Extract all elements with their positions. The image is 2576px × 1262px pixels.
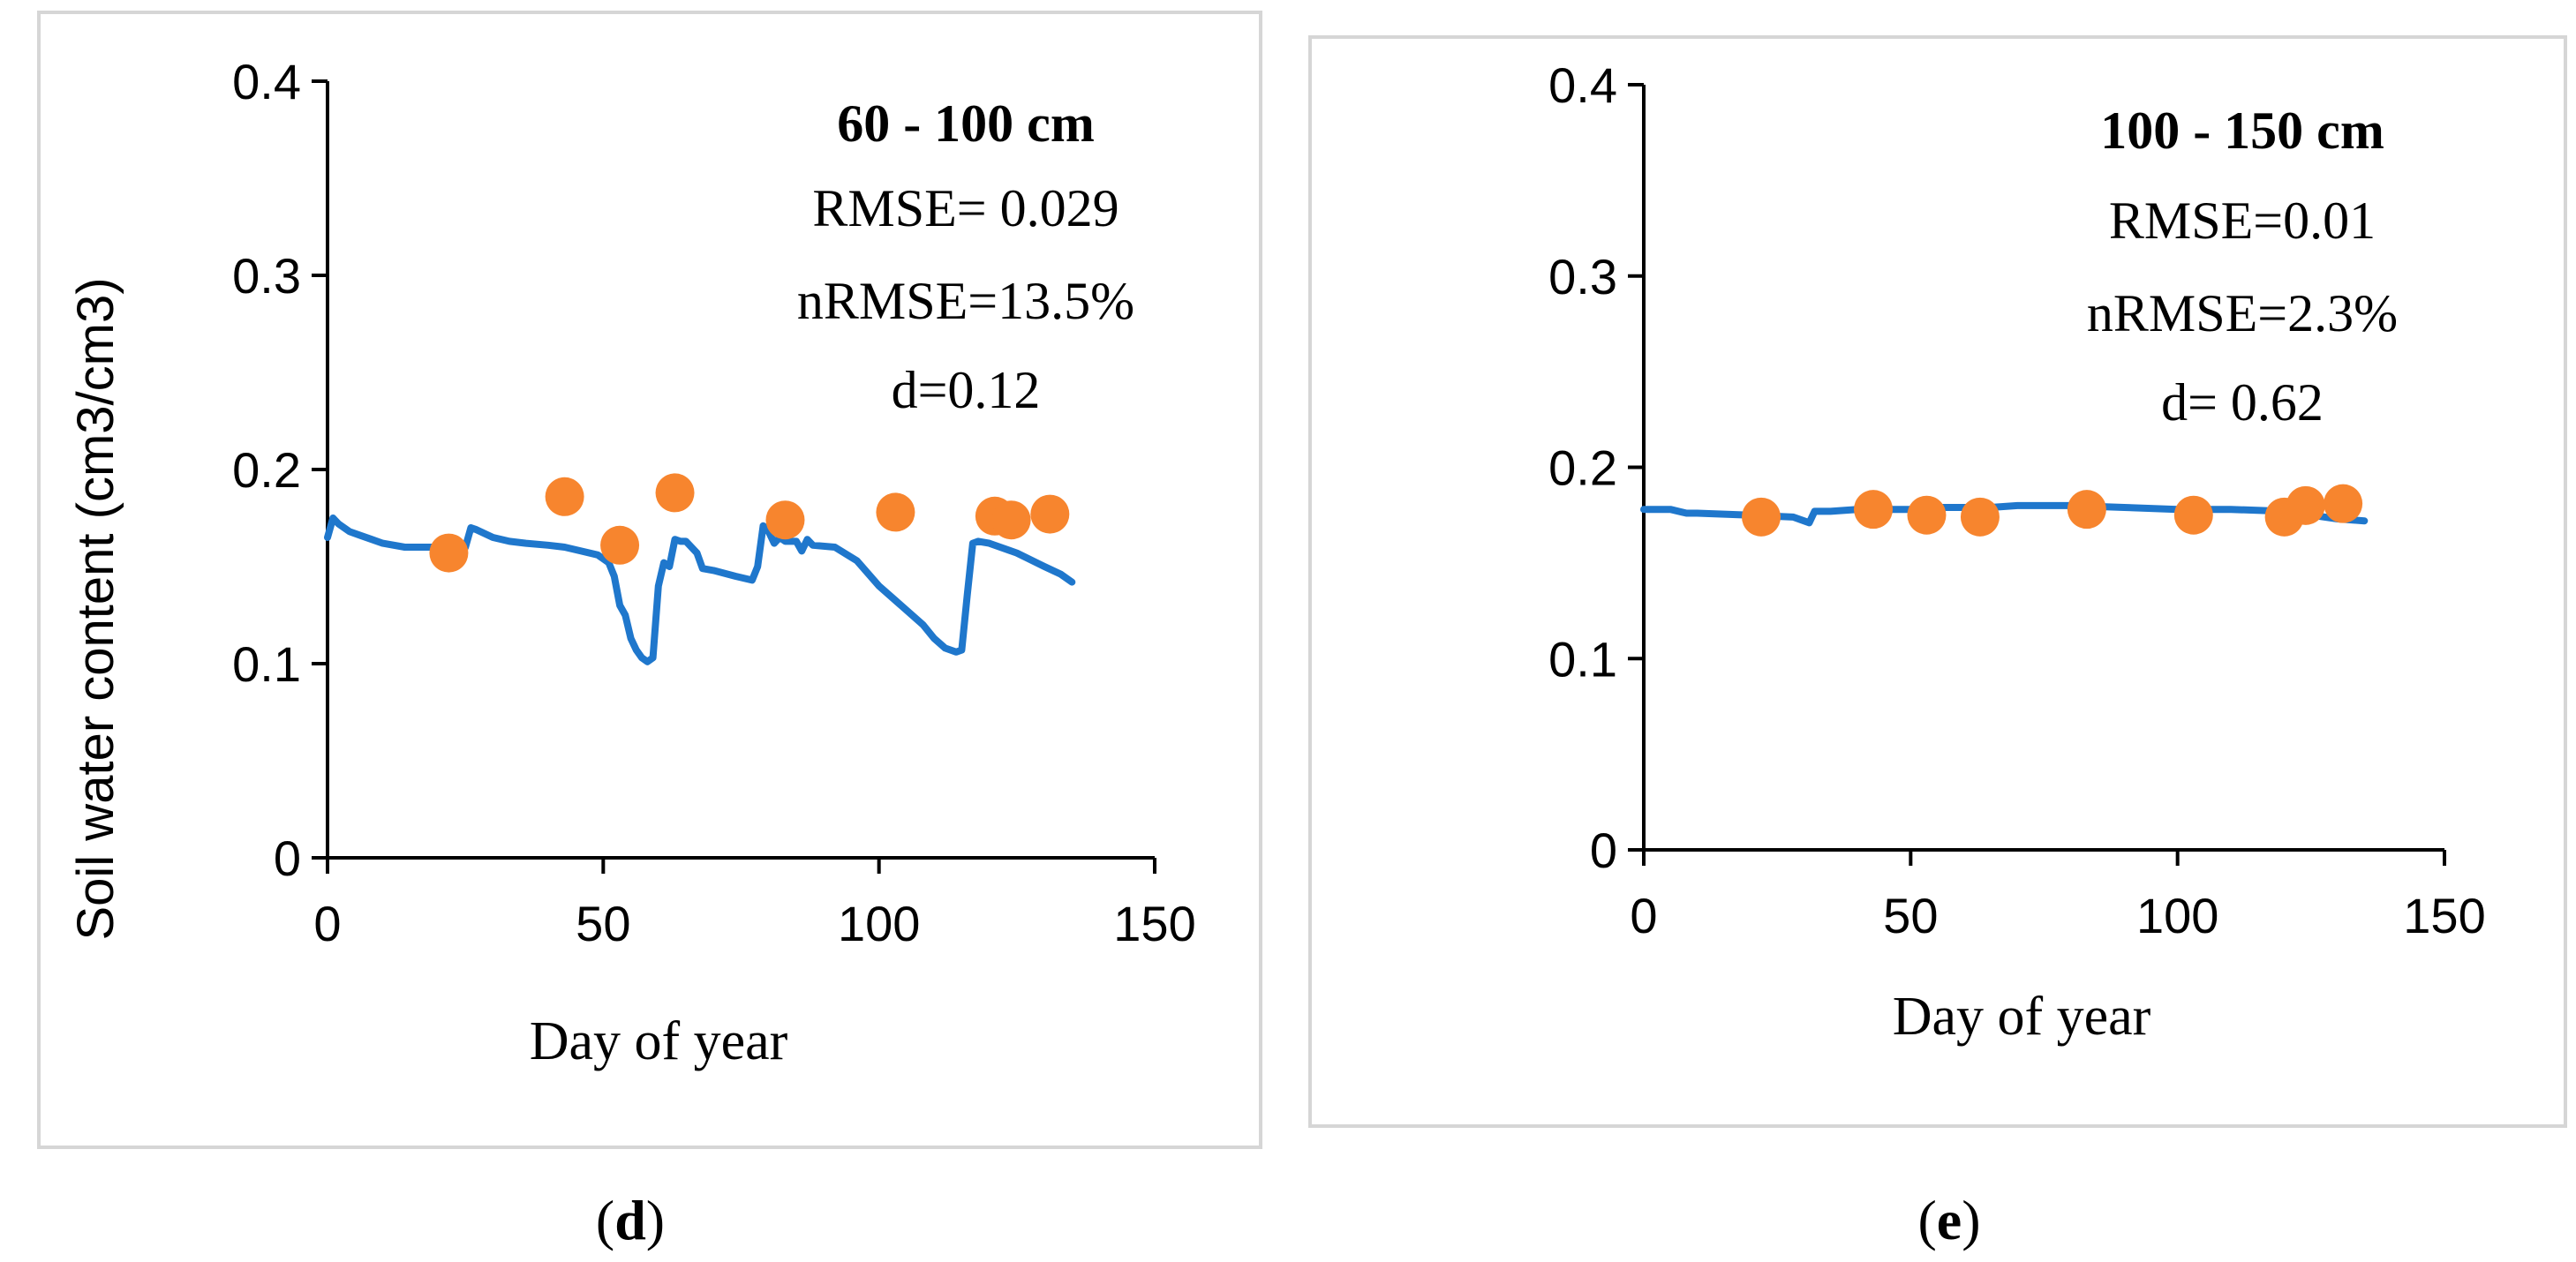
panel-d-observed-point: [600, 525, 640, 565]
panel-e-observed-point: [2324, 484, 2363, 523]
panel-d-title: 60 - 100 cm: [837, 94, 1095, 153]
panel-e-x-tick-label: 150: [2403, 888, 2485, 943]
panel-d-observed-point: [991, 500, 1031, 540]
panel-e-x-axis-label: Day of year: [1893, 987, 2151, 1047]
panel-d-y-tick-label: 0.3: [232, 248, 301, 304]
panel-d-observed-point: [655, 473, 695, 513]
panel-e-observed-point: [1742, 497, 1781, 537]
panel-e-observed-point: [1907, 495, 1947, 535]
panel-d-observed-point: [429, 533, 469, 573]
panel-d-d-value: d=0.12: [892, 361, 1041, 419]
panel-d-x-tick-label: 150: [1113, 896, 1195, 951]
panel-d-x-axis-label: Day of year: [530, 1011, 788, 1071]
panel-d-observed-point: [876, 492, 915, 532]
panel-e-x-tick-label: 100: [2136, 888, 2218, 943]
panel-d-x-tick-label: 0: [313, 896, 341, 951]
panel-d-simulated-line: [324, 515, 1076, 665]
panel-d-frame: [37, 11, 1262, 1149]
panel-e-observed-point: [1960, 497, 2000, 537]
panel-e-y-tick-label: 0.2: [1548, 440, 1617, 496]
panel-e-y-tick-label: 0.3: [1548, 249, 1617, 304]
panel-e-observed-point: [1854, 490, 1894, 530]
panel-d-rmse: RMSE= 0.029: [812, 179, 1119, 237]
panel-e-y-tick-label: 0.1: [1548, 631, 1617, 687]
panel-d-x-tick-label: 100: [838, 896, 920, 951]
panel-d-y-tick-label: 0.2: [232, 442, 301, 498]
panel-e-y-tick-label: 0.4: [1548, 57, 1617, 113]
panel-d-caption: (d): [596, 1189, 665, 1251]
panel-d-observed-point: [1030, 494, 1070, 534]
panel-e-title: 100 - 150 cm: [2100, 101, 2384, 160]
panel-e-nrmse: nRMSE=2.3%: [2087, 284, 2398, 342]
panel-d-y-tick-label: 0.1: [232, 636, 301, 692]
panel-d-x-tick-label: 50: [576, 896, 630, 951]
panel-e-rmse: RMSE=0.01: [2109, 192, 2376, 250]
plot-area-d: 0 0.1 0.2 0.3 0.4 0 50 100 150: [232, 54, 1196, 951]
panel-e-x-tick-label: 50: [1883, 888, 1938, 943]
panel-d-y-tick-label: 0.4: [232, 54, 301, 109]
panel-e-observed-point: [2286, 485, 2325, 525]
panel-e-letter: e: [1937, 1189, 1962, 1251]
panel-e: 0 0.1 0.2 0.3 0.4 0 50 100 150 Day of year 100 -…: [1308, 35, 2567, 1251]
panel-e-observed-point: [2173, 495, 2213, 535]
panel-e-caption: (e): [1917, 1189, 1980, 1251]
panel-d-y-axis-label: Soil water content (cm3/cm3): [67, 277, 124, 940]
plot-area-e: 0 0.1 0.2 0.3 0.4 0 50 100 150: [1548, 57, 2486, 943]
panel-e-frame: [1308, 35, 2567, 1128]
panel-e-x-tick-label: 0: [1630, 888, 1657, 943]
panel-d-observed-point: [765, 500, 805, 540]
panel-e-d-value: d= 0.62: [2161, 373, 2324, 432]
panel-e-observed-point: [2067, 490, 2106, 530]
panel-d-nrmse: nRMSE=13.5%: [797, 272, 1134, 330]
panel-e-y-tick-label: 0: [1590, 823, 1617, 878]
panel-d-observed-point: [545, 477, 584, 516]
panel-d-letter: d: [614, 1189, 646, 1251]
panel-d: 0 0.1 0.2 0.3 0.4 0 50 100 150 Soil water conten…: [37, 11, 1262, 1251]
panel-d-y-tick-label: 0: [274, 830, 301, 886]
